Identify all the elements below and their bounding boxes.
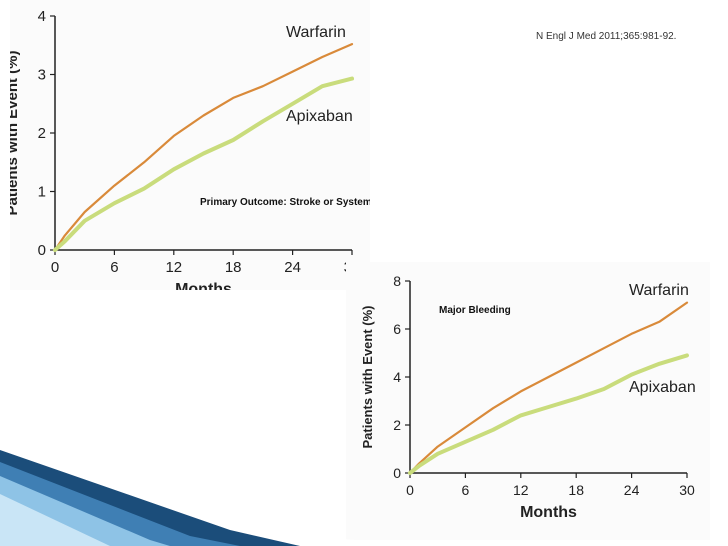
y-tick-label: 2 bbox=[393, 417, 401, 433]
series-line-apixaban bbox=[408, 353, 689, 475]
y-tick-label: 2 bbox=[38, 125, 46, 142]
y-tick-label: 6 bbox=[393, 321, 401, 337]
series-label-warfarin: Warfarin bbox=[629, 282, 689, 299]
bleeding-chart-panel: 0 6 12 18 24 30 0 2 4 6 8 Months Patients with Event… bbox=[346, 262, 710, 540]
series-line-warfarin bbox=[408, 301, 689, 475]
x-tick-label: 18 bbox=[225, 259, 242, 276]
x-tick-label: 12 bbox=[513, 482, 529, 498]
y-tick-label: 4 bbox=[38, 8, 46, 25]
y-tick-label: 3 bbox=[38, 67, 46, 84]
y-tick-label: 0 bbox=[393, 465, 401, 481]
y-tick-label: 4 bbox=[393, 369, 401, 385]
series-label-apixaban: Apixaban bbox=[629, 379, 696, 396]
series-label-warfarin: Warfarin bbox=[286, 24, 346, 41]
y-tick-label: 0 bbox=[38, 242, 46, 259]
y-axis-label: Patients with Event (%) bbox=[360, 305, 375, 448]
x-tick-label: 12 bbox=[165, 259, 182, 276]
chart-title: Primary Outcome: Stroke or Systemic Embo… bbox=[200, 197, 370, 208]
y-tick-label: 1 bbox=[38, 184, 46, 201]
chart-title: Major Bleeding bbox=[439, 305, 511, 316]
x-tick-label: 18 bbox=[568, 482, 584, 498]
x-tick-label: 0 bbox=[51, 259, 59, 276]
y-axis-label: Patients with Event (%) bbox=[10, 50, 21, 215]
stroke-chart-panel: 061218243001234MonthsPatients with Event… bbox=[4, 0, 431, 298]
series-label-apixaban: Apixaban bbox=[286, 108, 353, 125]
x-axis-label: Months bbox=[175, 281, 232, 290]
x-tick-label: 30 bbox=[679, 482, 695, 498]
x-axis-label: Months bbox=[520, 504, 577, 521]
x-tick-label: 0 bbox=[406, 482, 414, 498]
stroke-chart: 061218243001234MonthsPatients with Event… bbox=[4, 8, 431, 298]
series-line-apixaban bbox=[53, 76, 354, 252]
x-tick-label: 6 bbox=[110, 259, 118, 276]
decorative-swoosh bbox=[0, 450, 440, 546]
x-tick-label: 24 bbox=[284, 259, 301, 276]
x-tick-label: 24 bbox=[624, 482, 640, 498]
series-line-warfarin bbox=[53, 42, 354, 252]
citation: N Engl J Med 2011;365:981-92. bbox=[536, 31, 677, 42]
x-tick-label: 6 bbox=[462, 482, 470, 498]
y-tick-label: 8 bbox=[393, 273, 401, 289]
